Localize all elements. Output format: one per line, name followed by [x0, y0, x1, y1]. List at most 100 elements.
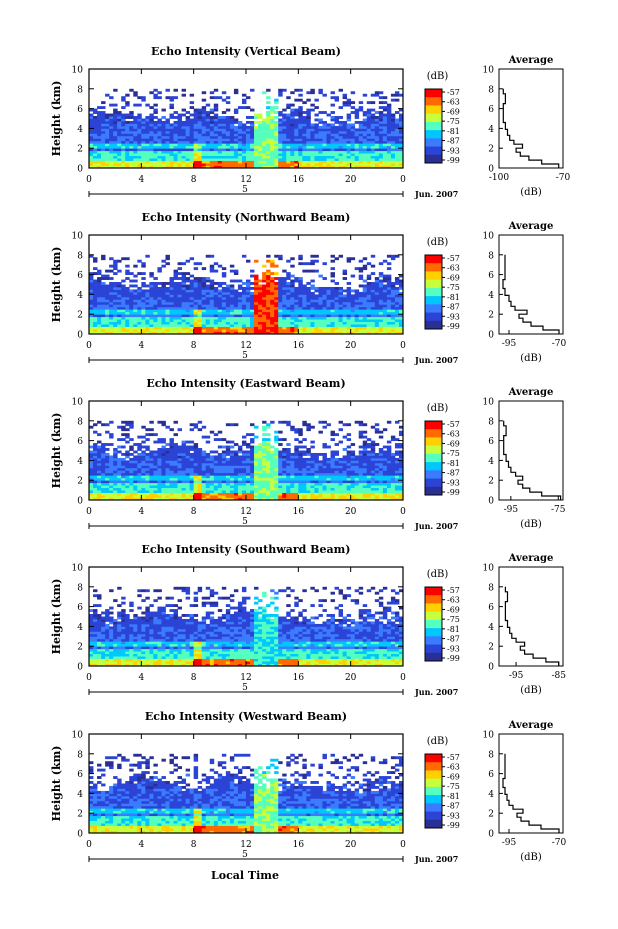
heatmap-cell: [97, 279, 102, 283]
heatmap-cell: [169, 462, 174, 466]
heatmap-cell: [290, 470, 295, 474]
heatmap-cell: [306, 324, 311, 327]
heatmap-cell: [326, 163, 331, 166]
heatmap-cell: [326, 158, 331, 161]
heatmap-cell: [233, 111, 239, 114]
heatmap-cell: [237, 148, 243, 152]
heatmap-cell: [237, 301, 243, 305]
heatmap-cell: [113, 324, 118, 327]
heatmap-cell: [233, 331, 239, 335]
heatmap-cell: [310, 160, 315, 164]
heatmap-cell: [237, 291, 243, 295]
heatmap-cell: [201, 120, 207, 124]
heatmap-cell: [270, 475, 275, 479]
heatmap-cell: [386, 130, 392, 134]
heatmap-cell: [246, 321, 251, 325]
heatmap-cell: [169, 448, 174, 451]
heatmap-cell: [189, 462, 195, 466]
heatmap-cell: [330, 294, 335, 298]
heatmap-cell: [133, 443, 138, 446]
heatmap-cell: [266, 163, 271, 166]
heatmap-cell: [169, 472, 174, 476]
heatmap-cell: [290, 91, 295, 95]
heatmap-cell: [105, 467, 110, 471]
heatmap-cell: [189, 482, 195, 486]
heatmap-cell: [378, 311, 384, 315]
heatmap-cell: [237, 331, 243, 335]
heatmap-cell: [141, 475, 146, 479]
heatmap-cell: [298, 492, 303, 496]
heatmap-cell: [129, 299, 134, 303]
heatmap-cell: [274, 490, 279, 493]
heatmap-cell: [354, 289, 360, 293]
heatmap-cell: [254, 311, 259, 315]
heatmap-cell: [354, 321, 360, 325]
heatmap-cell: [382, 138, 388, 142]
heatmap-cell: [213, 450, 219, 454]
heatmap-cell: [342, 329, 348, 332]
heatmap-cell: [209, 480, 215, 484]
heatmap-cell: [145, 490, 150, 493]
heatmap-cell: [205, 321, 211, 325]
heatmap-cell: [386, 331, 392, 335]
heatmap-cell: [362, 324, 368, 327]
heatmap-cell: [370, 326, 376, 330]
heatmap-cell: [157, 482, 162, 486]
heatmap-cell: [221, 135, 227, 139]
heatmap-cell: [290, 324, 295, 327]
heatmap-cell: [266, 475, 271, 479]
heatmap-cell: [165, 490, 170, 493]
heatmap-cell: [169, 450, 174, 454]
heatmap-cell: [221, 477, 227, 481]
heatmap-cell: [229, 294, 235, 298]
heatmap-cell: [221, 158, 227, 161]
heatmap-cell: [105, 130, 110, 134]
heatmap-cell: [217, 264, 223, 268]
heatmap-cell: [398, 93, 404, 97]
heatmap-cell: [370, 150, 376, 154]
heatmap-cell: [370, 321, 376, 325]
heatmap-cell: [294, 158, 299, 161]
heatmap-cell: [149, 106, 154, 110]
heatmap-cell: [197, 118, 203, 122]
heatmap-cell: [201, 316, 207, 320]
heatmap-cell: [334, 145, 339, 149]
heatmap-cell: [189, 485, 195, 489]
heatmap-cell: [258, 477, 263, 481]
heatmap-cell: [362, 145, 368, 149]
heatmap-cell: [290, 321, 295, 325]
heatmap-cell: [105, 304, 110, 308]
heatmap-cell: [298, 282, 303, 285]
heatmap-cell: [233, 319, 239, 323]
heatmap-cell: [310, 301, 315, 305]
heatmap-cell: [278, 135, 283, 139]
heatmap-cell: [318, 296, 323, 300]
heatmap-cell: [117, 319, 122, 323]
heatmap-cell: [278, 138, 283, 142]
heatmap-cell: [302, 309, 307, 313]
heatmap-cell: [241, 294, 247, 298]
heatmap-cell: [358, 294, 364, 298]
heatmap-cell: [137, 118, 142, 122]
heatmap-cell: [177, 475, 182, 479]
heatmap-cell: [213, 472, 219, 476]
heatmap-cell: [161, 148, 166, 152]
heatmap-cell: [262, 331, 267, 335]
heatmap-cell: [169, 301, 174, 305]
heatmap-cell: [177, 118, 182, 122]
heatmap-cell: [362, 93, 368, 97]
heatmap-cell: [310, 331, 315, 335]
heatmap-cell: [149, 165, 154, 169]
heatmap-cell: [233, 467, 239, 471]
heatmap-cell: [145, 284, 150, 288]
heatmap-cell: [382, 304, 388, 308]
heatmap-cell: [189, 93, 195, 97]
heatmap-cell: [125, 455, 130, 459]
heatmap-cell: [378, 321, 384, 325]
heatmap-cell: [125, 467, 130, 471]
heatmap-cell: [346, 148, 352, 152]
heatmap-cell: [358, 309, 364, 313]
heatmap-cell: [149, 326, 154, 330]
heatmap-cell: [197, 125, 203, 129]
